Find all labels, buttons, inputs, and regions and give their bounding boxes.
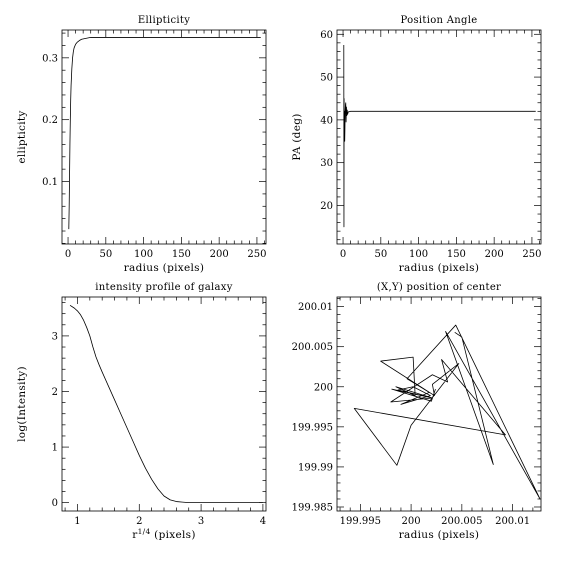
position-angle-series-line <box>343 44 536 228</box>
position-angle-x-tick-label: 100 <box>409 249 428 260</box>
position-angle-x-tick-label: 250 <box>522 249 541 260</box>
intensity-profile-x-tick-label: 3 <box>198 516 204 527</box>
position-angle-y-axis-label: PA (deg) <box>291 113 303 160</box>
ellipticity-y-tick-label: 0.1 <box>42 177 58 188</box>
ellipticity-x-axis-label: radius (pixels) <box>124 262 205 274</box>
center-position-x-tick-label: 200 <box>402 516 421 527</box>
position-angle-y-tick-label: 50 <box>320 73 333 84</box>
center-position-x-tick-label: 199.995 <box>340 516 381 527</box>
intensity-profile-series-line <box>69 305 263 504</box>
center-position-y-tick-label: 199.995 <box>292 422 333 433</box>
position-angle-x-tick-label: 200 <box>485 249 504 260</box>
ellipticity-x-tick-label: 150 <box>172 249 191 260</box>
position-angle-x-tick-label: 50 <box>374 249 387 260</box>
ellipticity-x-tick-label: 250 <box>247 249 266 260</box>
position-angle-y-tick-label: 60 <box>320 30 333 41</box>
center-position-y-tick-label: 199.985 <box>292 502 333 513</box>
ellipticity-x-tick-label: 0 <box>65 249 71 260</box>
position-angle-x-tick-label: 0 <box>340 249 346 260</box>
center-position-plot-frame <box>336 296 542 512</box>
ellipticity-panel: Ellipticity 0 50 100 150 200 250 0.1 0.2 0.3 radiu… <box>16 15 266 274</box>
position-angle-y-tick-label: 40 <box>320 115 333 126</box>
ellipticity-chart-title: Ellipticity <box>138 15 190 26</box>
intensity-profile-plot-frame <box>61 296 267 512</box>
ellipticity-series-line <box>68 37 261 230</box>
position-angle-panel: Position Angle 0 50 100 150 200 250 20 30 40 50 60 r… <box>291 15 541 274</box>
intensity-profile-y-tick-label: 1 <box>52 443 58 454</box>
intensity-profile-y-tick-label: 2 <box>52 387 58 398</box>
position-angle-chart-title: Position Angle <box>401 15 478 26</box>
center-position-x-tick-label: 200.01 <box>495 516 530 527</box>
ellipticity-x-tick-label: 50 <box>99 249 112 260</box>
intensity-profile-x-tick-label: 4 <box>260 516 266 527</box>
center-position-series-line <box>353 324 541 500</box>
ellipticity-plot-frame <box>61 29 267 245</box>
center-position-x-tick-label: 200.005 <box>441 516 482 527</box>
center-position-y-tick-label: 199.99 <box>298 462 333 473</box>
intensity-profile-x-tick-label: 1 <box>74 516 80 527</box>
intensity-profile-y-axis-label: log(Intensity) <box>16 366 28 442</box>
intensity-profile-x-tick-label: 2 <box>136 516 142 527</box>
intensity-profile-y-tick-label: 3 <box>52 331 58 342</box>
center-position-x-axis-label: radius (pixels) <box>399 529 480 541</box>
intensity-profile-x-axis-label: r1/4 (pixels) <box>132 527 196 541</box>
center-position-y-tick-label: 200.005 <box>292 342 333 353</box>
center-position-chart-title: (X,Y) position of center <box>377 282 501 293</box>
ellipticity-y-tick-label: 0.2 <box>42 115 58 126</box>
ellipticity-x-tick-label: 100 <box>134 249 153 260</box>
position-angle-plot-frame <box>336 29 542 245</box>
ellipticity-x-tick-label: 200 <box>210 249 229 260</box>
position-angle-y-tick-label: 30 <box>320 158 333 169</box>
ellipticity-y-axis-label: ellipticity <box>16 110 28 163</box>
ellipticity-y-tick-label: 0.3 <box>42 53 58 64</box>
intensity-profile-y-tick-label: 0 <box>52 498 58 509</box>
intensity-profile-chart-title: intensity profile of galaxy <box>95 282 232 293</box>
center-position-y-tick-label: 200.01 <box>298 302 333 313</box>
center-position-y-tick-label: 200 <box>314 382 333 393</box>
position-angle-x-axis-label: radius (pixels) <box>399 262 480 274</box>
position-angle-x-tick-label: 150 <box>447 249 466 260</box>
position-angle-y-tick-label: 20 <box>320 201 333 212</box>
center-position-panel: (X,Y) position of center 199.995 200 200.00… <box>292 282 542 541</box>
